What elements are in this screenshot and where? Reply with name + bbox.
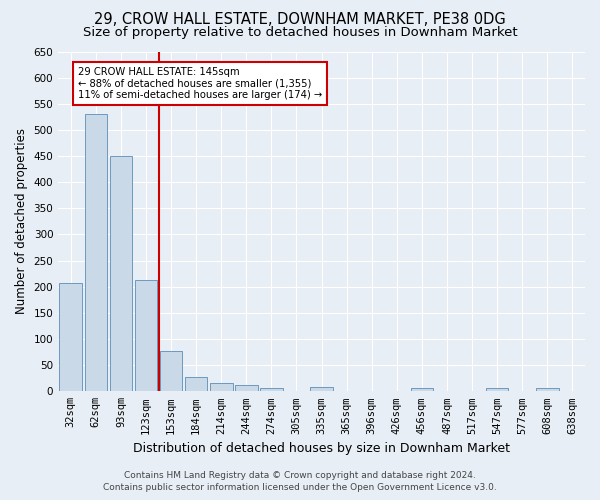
Bar (85, 114, 107, 392)
Bar (235, 385, 257, 392)
Bar (160, 351, 182, 392)
Bar (410, 388, 433, 392)
Bar (134, 280, 157, 392)
Bar (486, 388, 508, 392)
Bar (210, 384, 233, 392)
Bar (310, 387, 333, 392)
Text: 29, CROW HALL ESTATE, DOWNHAM MARKET, PE38 0DG: 29, CROW HALL ESTATE, DOWNHAM MARKET, PE… (94, 12, 506, 28)
X-axis label: Distribution of detached houses by size in Downham Market: Distribution of detached houses by size … (133, 442, 510, 455)
Text: Size of property relative to detached houses in Downham Market: Size of property relative to detached ho… (83, 26, 517, 39)
Bar (185, 377, 208, 392)
Bar (110, 156, 132, 392)
Bar (260, 388, 283, 392)
Y-axis label: Number of detached properties: Number of detached properties (15, 128, 28, 314)
Bar (59, 282, 82, 392)
Text: 29 CROW HALL ESTATE: 145sqm
← 88% of detached houses are smaller (1,355)
11% of : 29 CROW HALL ESTATE: 145sqm ← 88% of det… (78, 67, 322, 100)
Text: Contains HM Land Registry data © Crown copyright and database right 2024.
Contai: Contains HM Land Registry data © Crown c… (103, 471, 497, 492)
Bar (536, 388, 559, 392)
